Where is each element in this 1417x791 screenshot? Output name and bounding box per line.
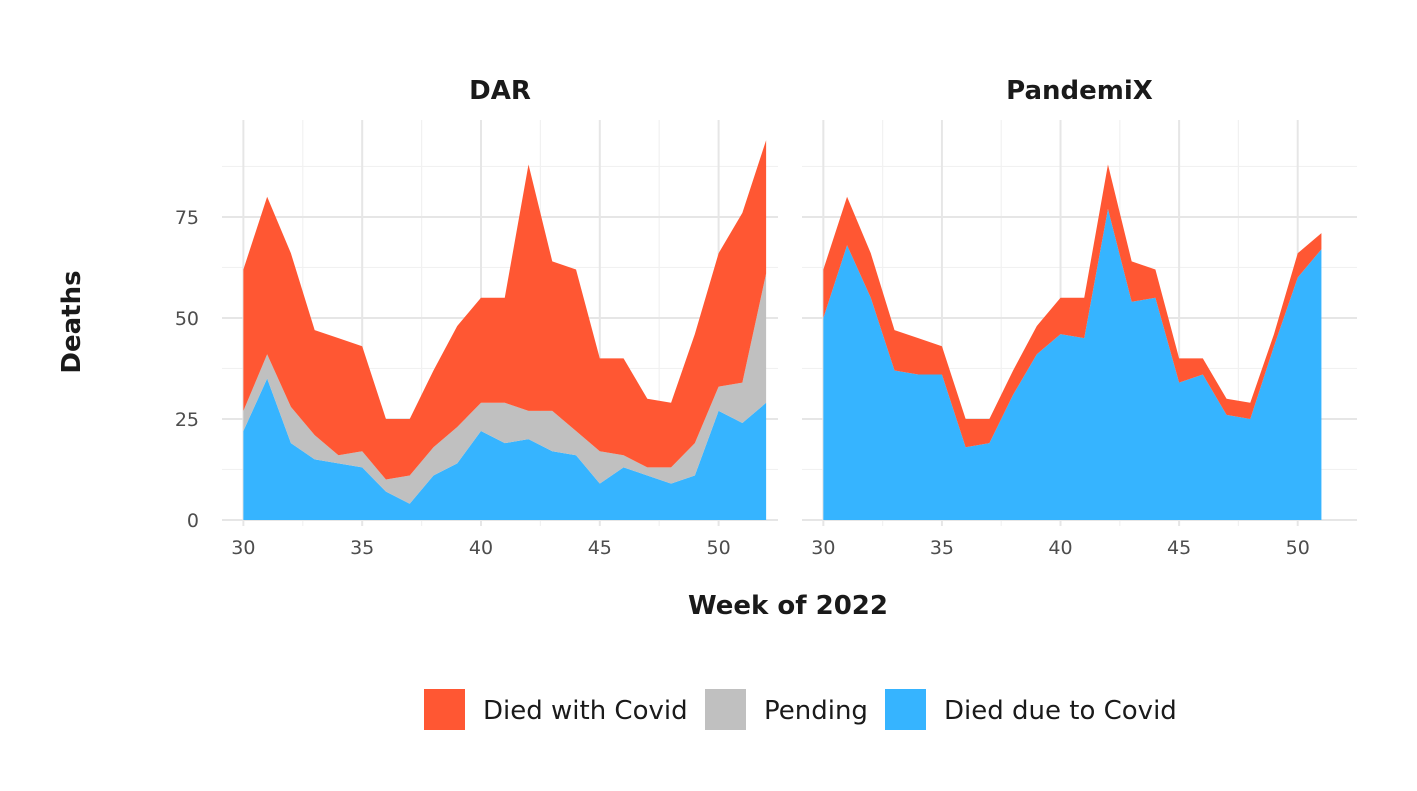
area-died-with-covid [243, 140, 767, 480]
y-tick-label: 75 [175, 207, 199, 229]
panel-pandemix: PandemiX 30 35 40 45 50 [802, 76, 1357, 559]
x-tick-label: 45 [1167, 537, 1191, 559]
panel-title: DAR [469, 76, 531, 106]
y-axis-title: Deaths [57, 270, 87, 373]
legend-key-pending [705, 689, 746, 730]
legend-label-died-due-to-covid: Died due to Covid [944, 696, 1177, 726]
y-tick-label: 25 [175, 409, 199, 431]
x-tick-label: 30 [231, 537, 255, 559]
x-tick-label: 30 [811, 537, 835, 559]
area-died-due-to-covid [243, 378, 767, 520]
panel-title: PandemiX [1006, 76, 1153, 106]
x-tick-label: 35 [930, 537, 954, 559]
x-tick-labels: 30 35 40 45 50 [811, 537, 1310, 559]
x-tick-label: 40 [1048, 537, 1072, 559]
area-layers [243, 140, 767, 520]
x-tick-label: 35 [350, 537, 374, 559]
legend-key-died-due-to-covid [885, 689, 926, 730]
legend-label-pending: Pending [764, 696, 868, 726]
x-tick-label: 50 [1286, 537, 1310, 559]
legend-label-died-with-covid: Died with Covid [483, 696, 688, 726]
x-tick-label: 50 [707, 537, 731, 559]
y-tick-labels: 0 25 50 75 [175, 207, 199, 532]
legend: Died with Covid Pending Died due to Covi… [424, 689, 1177, 730]
area-died-due-to-covid [823, 208, 1322, 520]
legend-key-died-with-covid [424, 689, 465, 730]
x-tick-label: 45 [588, 537, 612, 559]
y-tick-label: 50 [175, 308, 199, 330]
x-axis-title: Week of 2022 [688, 591, 888, 621]
area-died-with-covid [823, 164, 1322, 448]
panel-dar: DAR 30 35 40 45 50 0 25 50 75 [175, 76, 778, 559]
y-tick-label: 0 [187, 510, 199, 532]
x-tick-labels: 30 35 40 45 50 [231, 537, 730, 559]
x-tick-label: 40 [469, 537, 493, 559]
area-layers [823, 164, 1322, 520]
